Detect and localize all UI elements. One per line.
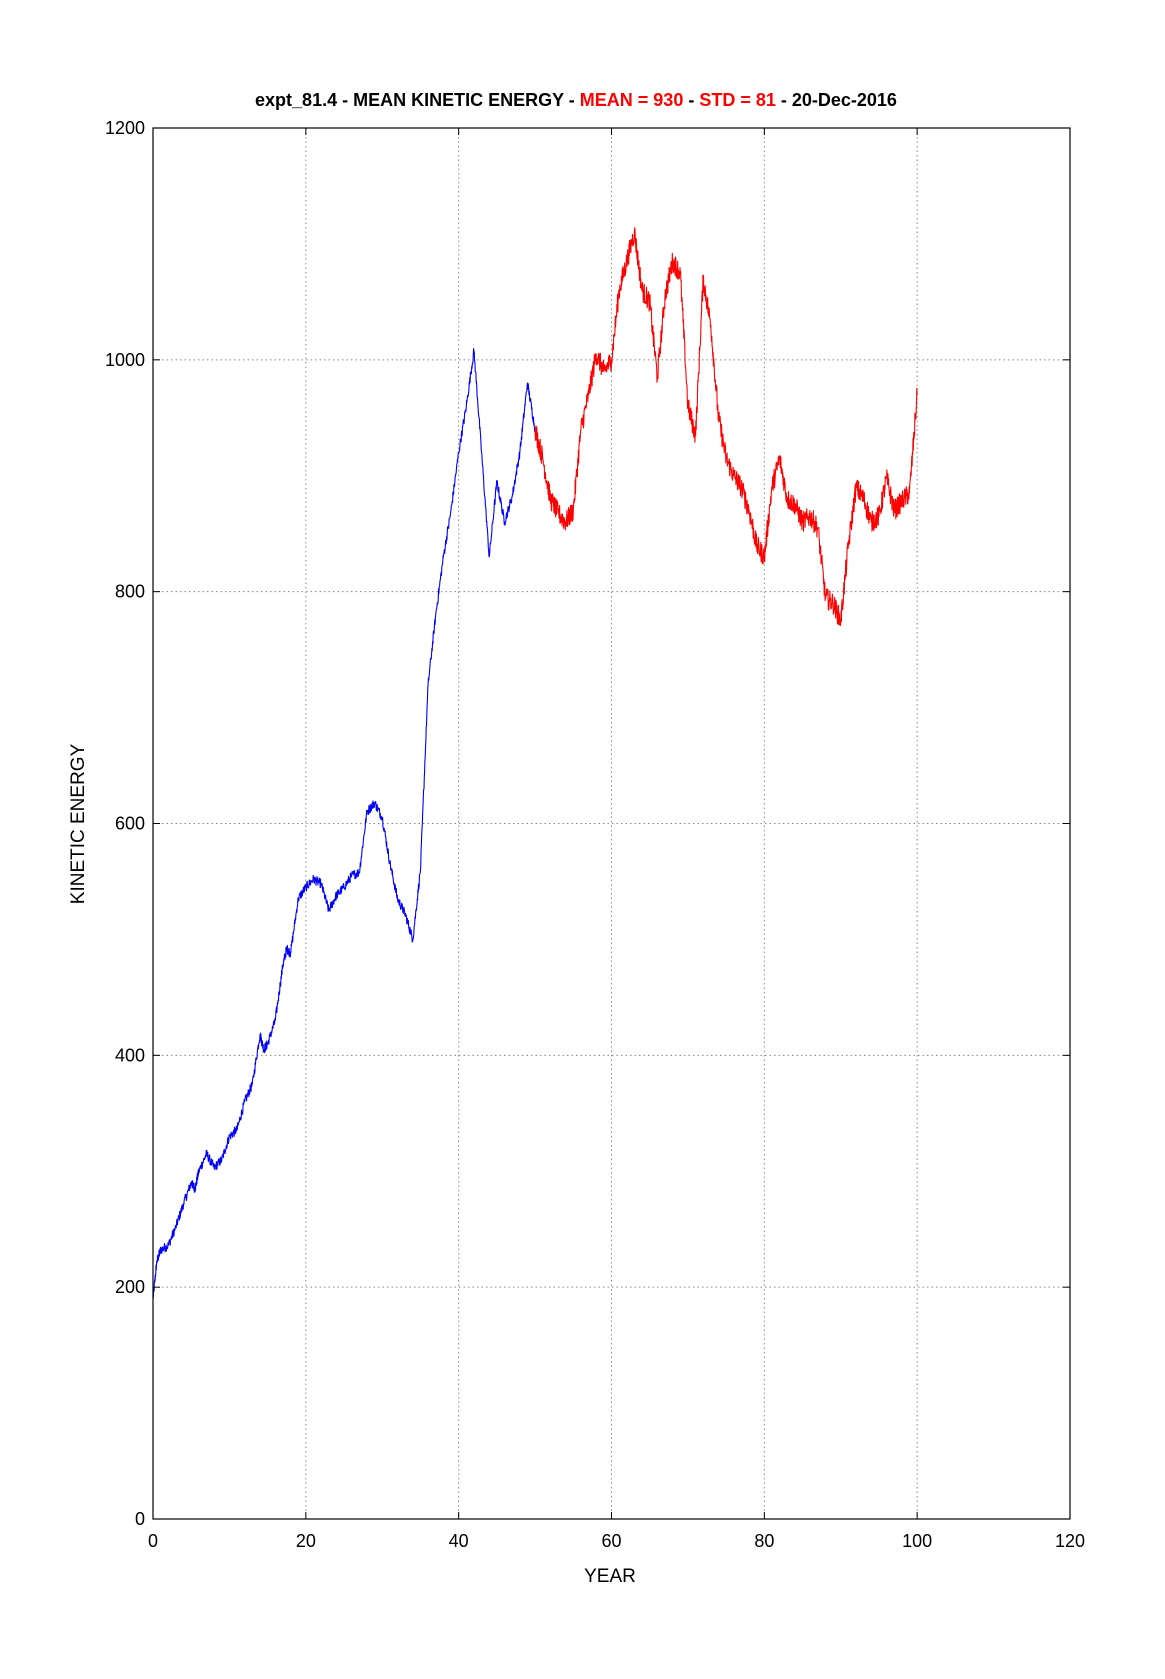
y-tick-label: 1200 xyxy=(105,118,145,138)
x-tick-label: 0 xyxy=(148,1531,158,1551)
y-tick-label: 0 xyxy=(135,1509,145,1529)
x-tick-label: 120 xyxy=(1055,1531,1085,1551)
y-tick-label: 600 xyxy=(115,814,145,834)
series-line-1 xyxy=(152,348,536,1299)
x-tick-label: 20 xyxy=(296,1531,316,1551)
title-std: STD = 81 xyxy=(699,90,776,110)
x-tick-label: 80 xyxy=(754,1531,774,1551)
y-tick-label: 1000 xyxy=(105,350,145,370)
title-part1: expt_81.4 - MEAN KINETIC ENERGY - xyxy=(255,90,580,110)
title-part3: - 20-Dec-2016 xyxy=(776,90,897,110)
x-tick-label: 60 xyxy=(601,1531,621,1551)
title-mean: MEAN = 930 xyxy=(580,90,684,110)
x-tick-label: 100 xyxy=(902,1531,932,1551)
y-tick-label: 200 xyxy=(115,1277,145,1297)
series-lines xyxy=(152,227,918,1299)
x-axis-label: YEAR xyxy=(584,1566,636,1587)
title-sep: - xyxy=(683,90,699,110)
y-tick-label: 400 xyxy=(115,1045,145,1065)
x-tick-label: 40 xyxy=(449,1531,469,1551)
series-line-2 xyxy=(534,227,918,626)
y-tick-label: 800 xyxy=(115,582,145,602)
y-axis-label: KINETIC ENERGY xyxy=(68,743,89,904)
chart-title: expt_81.4 - MEAN KINETIC ENERGY - MEAN =… xyxy=(255,90,897,110)
